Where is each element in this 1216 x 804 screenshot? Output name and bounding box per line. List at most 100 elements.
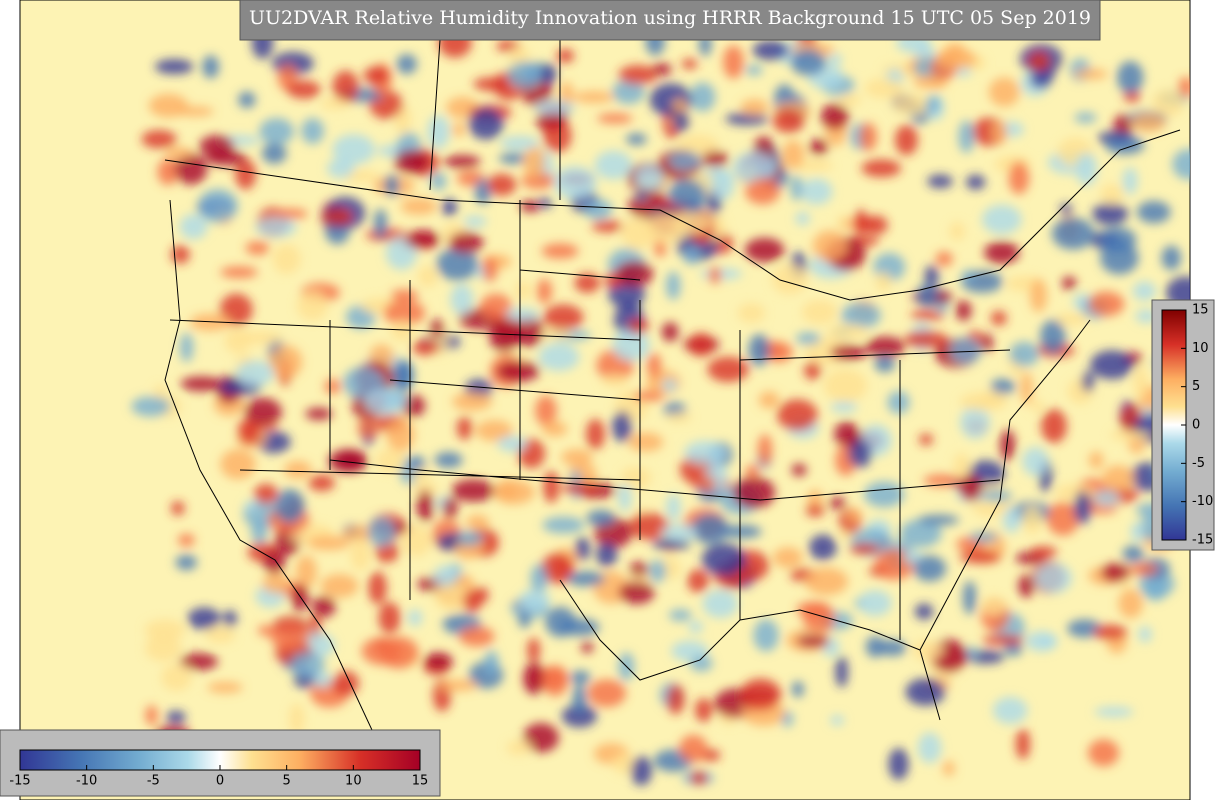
field-blob	[482, 256, 498, 282]
field-blob	[627, 318, 650, 335]
colorbar-tick-label: -5	[147, 774, 160, 789]
field-blob	[795, 211, 810, 225]
field-blob	[170, 245, 190, 264]
field-blob	[320, 574, 359, 598]
field-blob	[290, 651, 325, 678]
field-blob	[618, 65, 658, 85]
field-blob	[497, 435, 527, 452]
colorbar-tick-label: 5	[1192, 379, 1200, 394]
field-blob	[1008, 161, 1030, 195]
field-blob	[683, 246, 700, 265]
field-blob	[220, 266, 258, 279]
field-blob	[268, 345, 303, 379]
field-blob	[411, 482, 439, 495]
field-blob	[586, 418, 605, 450]
colorbar-tick-label: 0	[1192, 418, 1200, 433]
field-blob	[520, 200, 541, 213]
field-blob	[365, 387, 407, 416]
field-blob	[591, 220, 624, 233]
field-blob	[790, 175, 803, 201]
field-blob	[1152, 89, 1184, 117]
field-blob	[396, 54, 417, 75]
field-blob	[612, 753, 636, 774]
field-blob	[157, 158, 179, 186]
field-blob	[144, 619, 186, 641]
field-blob	[829, 344, 867, 361]
field-blob	[180, 376, 223, 392]
field-blob	[812, 230, 848, 262]
field-blob	[699, 477, 716, 492]
field-blob	[830, 715, 845, 726]
field-blob	[451, 122, 466, 137]
field-blob	[904, 330, 948, 349]
field-blob	[287, 80, 321, 99]
field-blob	[646, 352, 662, 378]
field-blob	[179, 653, 218, 671]
field-blob	[772, 109, 805, 134]
field-blob	[255, 216, 297, 238]
field-blob	[916, 283, 938, 308]
field-blob	[628, 512, 670, 540]
field-blob	[913, 75, 942, 89]
field-blob	[758, 391, 780, 409]
field-blob	[612, 79, 646, 105]
field-blob	[980, 333, 993, 352]
field-blob	[530, 564, 547, 593]
field-blob	[841, 302, 881, 329]
field-blob	[462, 589, 482, 613]
colorbar-tick-label: 10	[345, 774, 362, 789]
field-blob	[942, 760, 955, 777]
field-blob	[450, 283, 474, 315]
field-blob	[220, 448, 256, 480]
field-blob	[865, 636, 885, 658]
field-blob	[507, 61, 542, 89]
field-blob	[874, 355, 896, 373]
field-blob	[854, 209, 868, 235]
field-blob	[202, 55, 220, 79]
field-blob	[161, 663, 192, 691]
field-blob	[771, 264, 808, 295]
field-blob	[1122, 545, 1144, 563]
field-blob	[506, 740, 532, 756]
field-blob	[1102, 465, 1135, 492]
field-blob	[665, 271, 681, 301]
field-blob	[992, 696, 1028, 724]
field-blob	[367, 517, 396, 547]
field-blob	[958, 120, 975, 154]
field-blob	[791, 463, 807, 477]
field-blob	[553, 166, 597, 200]
field-blob	[451, 479, 496, 502]
field-blob	[777, 399, 818, 431]
field-blob	[688, 620, 704, 633]
field-blob	[796, 601, 829, 617]
field-blob	[594, 150, 633, 180]
field-blob	[707, 356, 749, 383]
boundaries	[164, 39, 1181, 791]
field-blob	[259, 117, 294, 145]
field-blob	[561, 704, 597, 728]
colorbar-tick-label: -10	[1192, 494, 1213, 509]
field-blob	[275, 488, 305, 523]
field-blob	[527, 637, 541, 663]
field-blob	[863, 481, 905, 508]
field-blob	[238, 419, 261, 445]
field-blob	[723, 45, 744, 79]
field-blob	[801, 299, 838, 325]
field-blob	[597, 113, 633, 124]
field-blob	[295, 555, 317, 588]
field-blob	[373, 208, 388, 239]
field-blob	[626, 133, 647, 146]
field-blob	[519, 589, 551, 612]
field-blob	[164, 146, 193, 159]
field-blob	[327, 158, 355, 179]
field-blob	[573, 91, 615, 104]
field-blob	[438, 679, 478, 692]
field-blob	[980, 596, 1007, 615]
field-blob	[475, 419, 513, 442]
field-blob	[744, 237, 785, 263]
field-blob	[523, 662, 545, 695]
field-blob	[176, 106, 214, 117]
field-blob	[1093, 624, 1128, 640]
field-blob	[618, 581, 655, 605]
